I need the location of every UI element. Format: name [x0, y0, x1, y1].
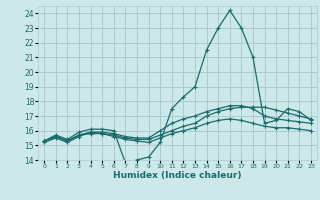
X-axis label: Humidex (Indice chaleur): Humidex (Indice chaleur): [113, 171, 242, 180]
